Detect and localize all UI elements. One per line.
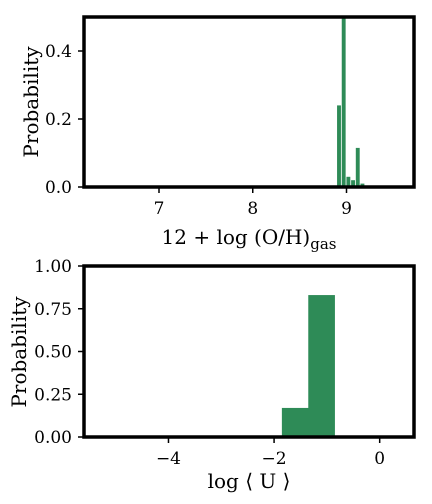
bottom-y-tick-label-0: 0.00 [34, 428, 72, 448]
bottom-bar-0 [281, 407, 309, 437]
bottom-plot-frame [82, 264, 416, 439]
top-x-tick-label-0: 7 [154, 199, 165, 219]
top-x-tick-label-1: 8 [247, 199, 258, 219]
top-bar-0 [337, 105, 341, 187]
top-x-tick-label-2: 9 [341, 199, 352, 219]
top-y-tick-label-1: 0.2 [45, 110, 72, 130]
top-bar-4 [355, 147, 360, 187]
bottom-x-tick-label-0: −4 [156, 449, 181, 469]
top-y-tick-label-0: 0.0 [45, 178, 72, 198]
bottom-y-tick-label-3: 0.75 [34, 300, 72, 320]
bottom-bars [281, 295, 335, 437]
bottom-x-tick-label-1: −2 [262, 449, 287, 469]
bottom-x-axis-label: log ⟨ U ⟩ [208, 469, 291, 493]
top-plot-frame [82, 15, 416, 189]
top-y-axis-label: Probability [19, 46, 43, 158]
top-bar-3 [351, 180, 356, 187]
bottom-x-tick-label-2: 0 [374, 449, 385, 469]
top-panel: 7 8 9 0.0 0.2 0.4 12 + log (O/H)gas Probabili… [19, 15, 416, 253]
bottom-y-tick-label-4: 1.00 [34, 257, 72, 277]
bottom-panel: −4 −2 0 0.00 0.25 0.50 0.75 1.00 log ⟨ U ⟩ Prob… [7, 257, 416, 493]
bottom-y-axis-label: Probability [7, 296, 31, 408]
top-bars [337, 17, 365, 187]
bottom-bar-1 [308, 295, 335, 437]
top-x-axis-label: 12 + log (O/H)gas [162, 225, 337, 253]
top-bar-1 [341, 17, 346, 187]
bottom-y-tick-label-1: 0.25 [34, 385, 72, 405]
top-ticks: 7 8 9 0.0 0.2 0.4 [45, 42, 352, 219]
top-y-tick-label-2: 0.4 [45, 42, 72, 62]
bottom-y-tick-label-2: 0.50 [34, 343, 72, 363]
top-bar-2 [346, 176, 351, 187]
